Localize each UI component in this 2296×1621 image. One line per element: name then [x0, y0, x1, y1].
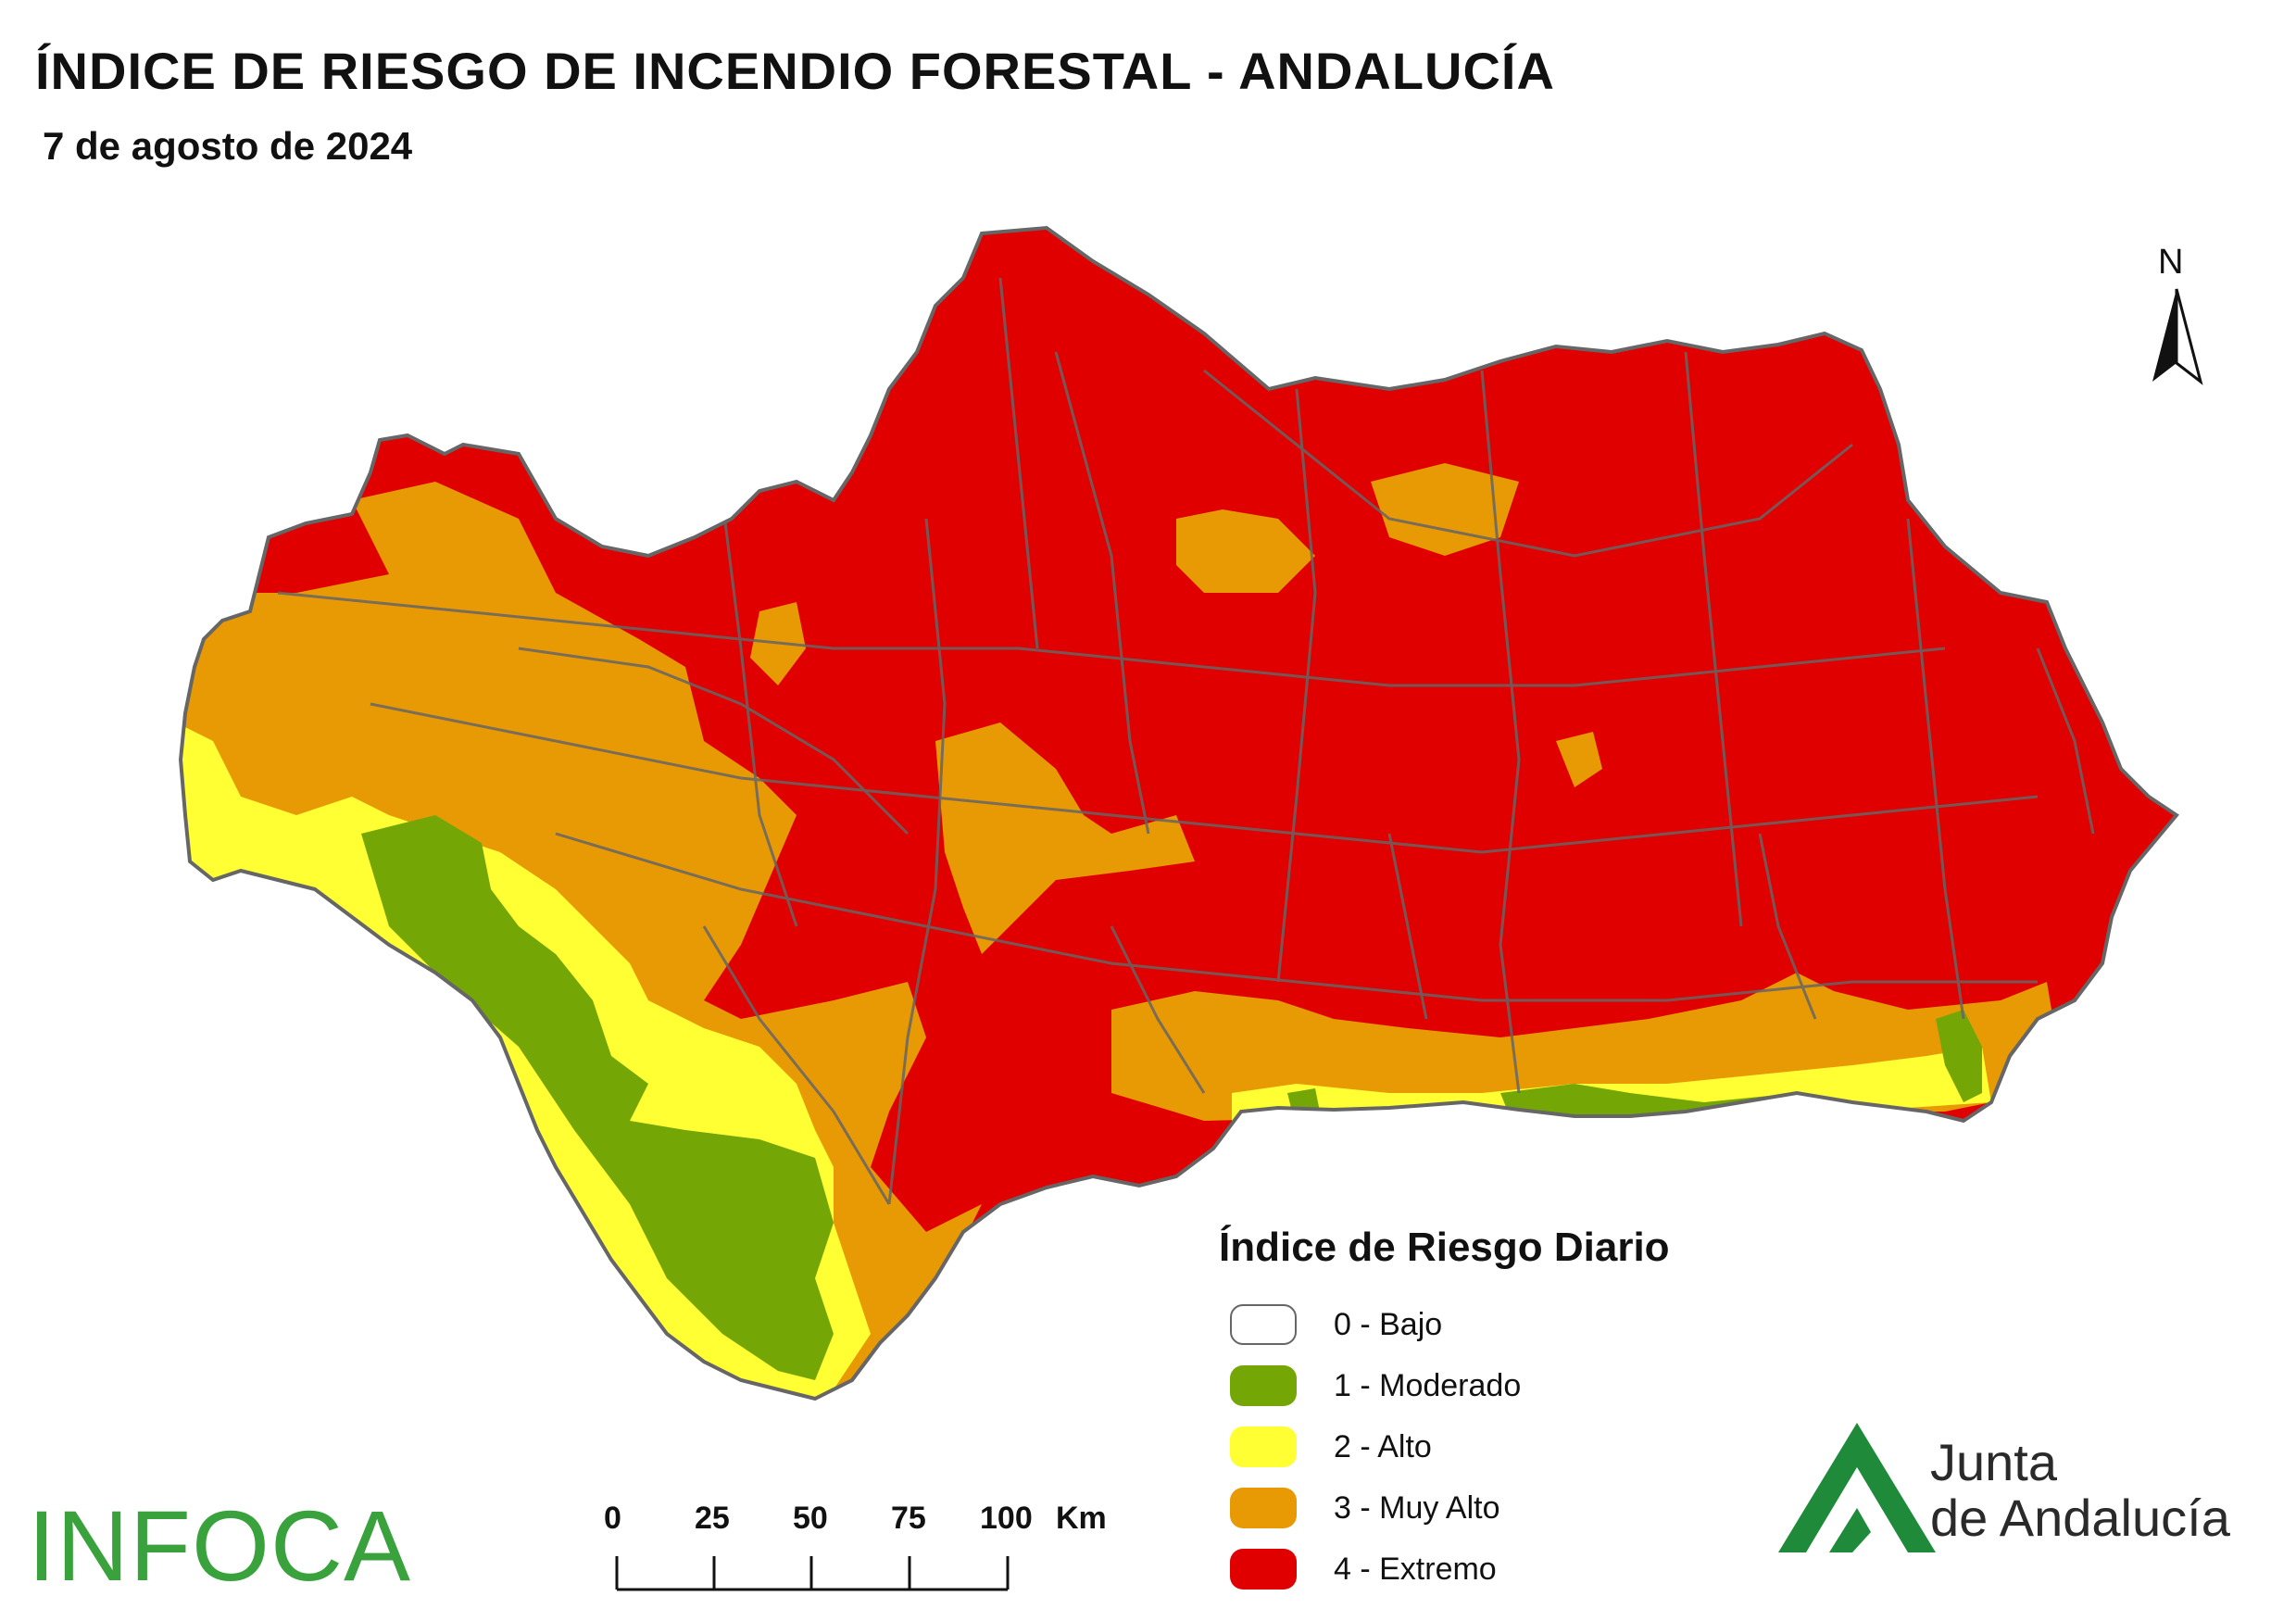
scale-tick-0: 0 — [604, 1501, 621, 1536]
legend-item: 2 - Alto — [1230, 1425, 1432, 1469]
scale-unit: Km — [1056, 1501, 1107, 1536]
legend-swatch — [1230, 1488, 1297, 1528]
junta-logo-line1: Junta — [1930, 1433, 2057, 1491]
junta-logo-line2: de Andalucía — [1930, 1489, 2230, 1547]
map-title: ÍNDICE DE RIESGO DE INCENDIO FORESTAL - … — [35, 42, 1555, 100]
north-label: N — [2158, 243, 2184, 282]
map-date: 7 de agosto de 2024 — [43, 124, 413, 168]
legend-label: 4 - Extremo — [1334, 1551, 1497, 1587]
scale-bar — [615, 1556, 1010, 1591]
scale-tick-25: 25 — [695, 1501, 730, 1536]
legend-item: 4 - Extremo — [1230, 1547, 1497, 1591]
legend-title: Índice de Riesgo Diario — [1219, 1225, 1670, 1270]
legend-swatch — [1230, 1549, 1297, 1590]
scale-tick-75: 75 — [891, 1501, 926, 1536]
legend-swatch — [1230, 1304, 1297, 1345]
scale-tick-100: 100 — [980, 1501, 1033, 1536]
legend-swatch — [1230, 1365, 1297, 1406]
scale-tick-50: 50 — [793, 1501, 828, 1536]
legend-label: 1 - Moderado — [1334, 1367, 1522, 1403]
legend-item: 3 - Muy Alto — [1230, 1486, 1500, 1530]
legend-label: 0 - Bajo — [1334, 1306, 1443, 1342]
junta-andalucia-logo-icon — [1778, 1423, 1936, 1552]
north-arrow-icon — [2152, 288, 2203, 385]
legend-item: 0 - Bajo — [1230, 1302, 1442, 1347]
legend-label: 2 - Alto — [1334, 1428, 1432, 1464]
legend-item: 1 - Moderado — [1230, 1363, 1521, 1408]
legend-swatch — [1230, 1426, 1297, 1467]
legend-label: 3 - Muy Alto — [1334, 1489, 1500, 1526]
infoca-logo: INFOCA — [28, 1489, 412, 1602]
